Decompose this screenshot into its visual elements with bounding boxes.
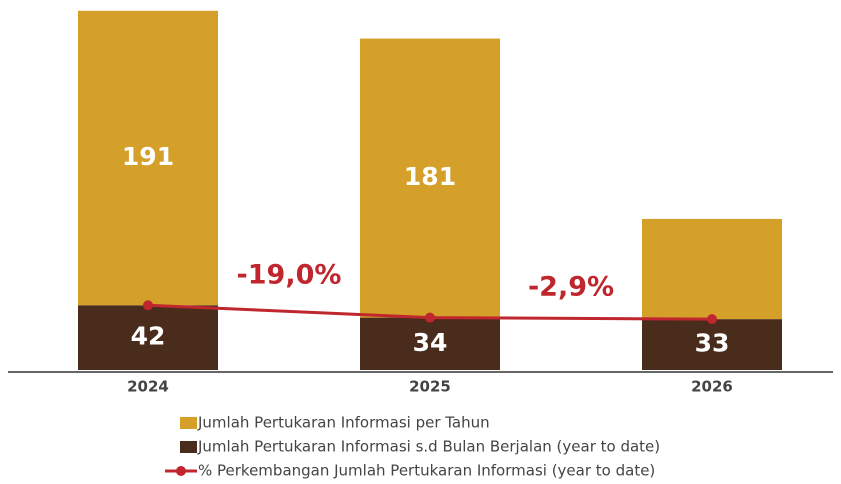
- x-tick-label: 2024: [127, 378, 169, 396]
- bar-segment: [642, 218, 782, 320]
- x-tick-label: 2025: [409, 378, 451, 396]
- x-tick-label: 2026: [691, 378, 733, 396]
- legend-label: Jumlah Pertukaran Informasi per Tahun: [197, 414, 490, 432]
- bar-segment: [78, 10, 218, 306]
- annotation: -2,9%: [528, 272, 614, 303]
- legend-swatch: [180, 417, 197, 429]
- annotation: -19,0%: [237, 260, 342, 291]
- value-label: 33: [695, 329, 730, 358]
- legend-label: % Perkembangan Jumlah Pertukaran Informa…: [198, 462, 655, 480]
- value-label: 191: [122, 142, 174, 171]
- line-point: [143, 300, 153, 311]
- legend-label: Jumlah Pertukaran Informasi s.d Bulan Be…: [197, 438, 660, 456]
- line-point: [425, 312, 435, 323]
- legend-swatch: [176, 466, 186, 476]
- legend-swatch: [180, 441, 197, 453]
- value-label: 42: [131, 322, 166, 351]
- bar-segment: [360, 38, 500, 318]
- value-label: 34: [413, 328, 448, 357]
- value-label: 181: [404, 162, 456, 191]
- bar-segment: [642, 319, 782, 370]
- line-point: [707, 314, 717, 325]
- bar-segment: [360, 317, 500, 370]
- bar-segment: [78, 305, 218, 370]
